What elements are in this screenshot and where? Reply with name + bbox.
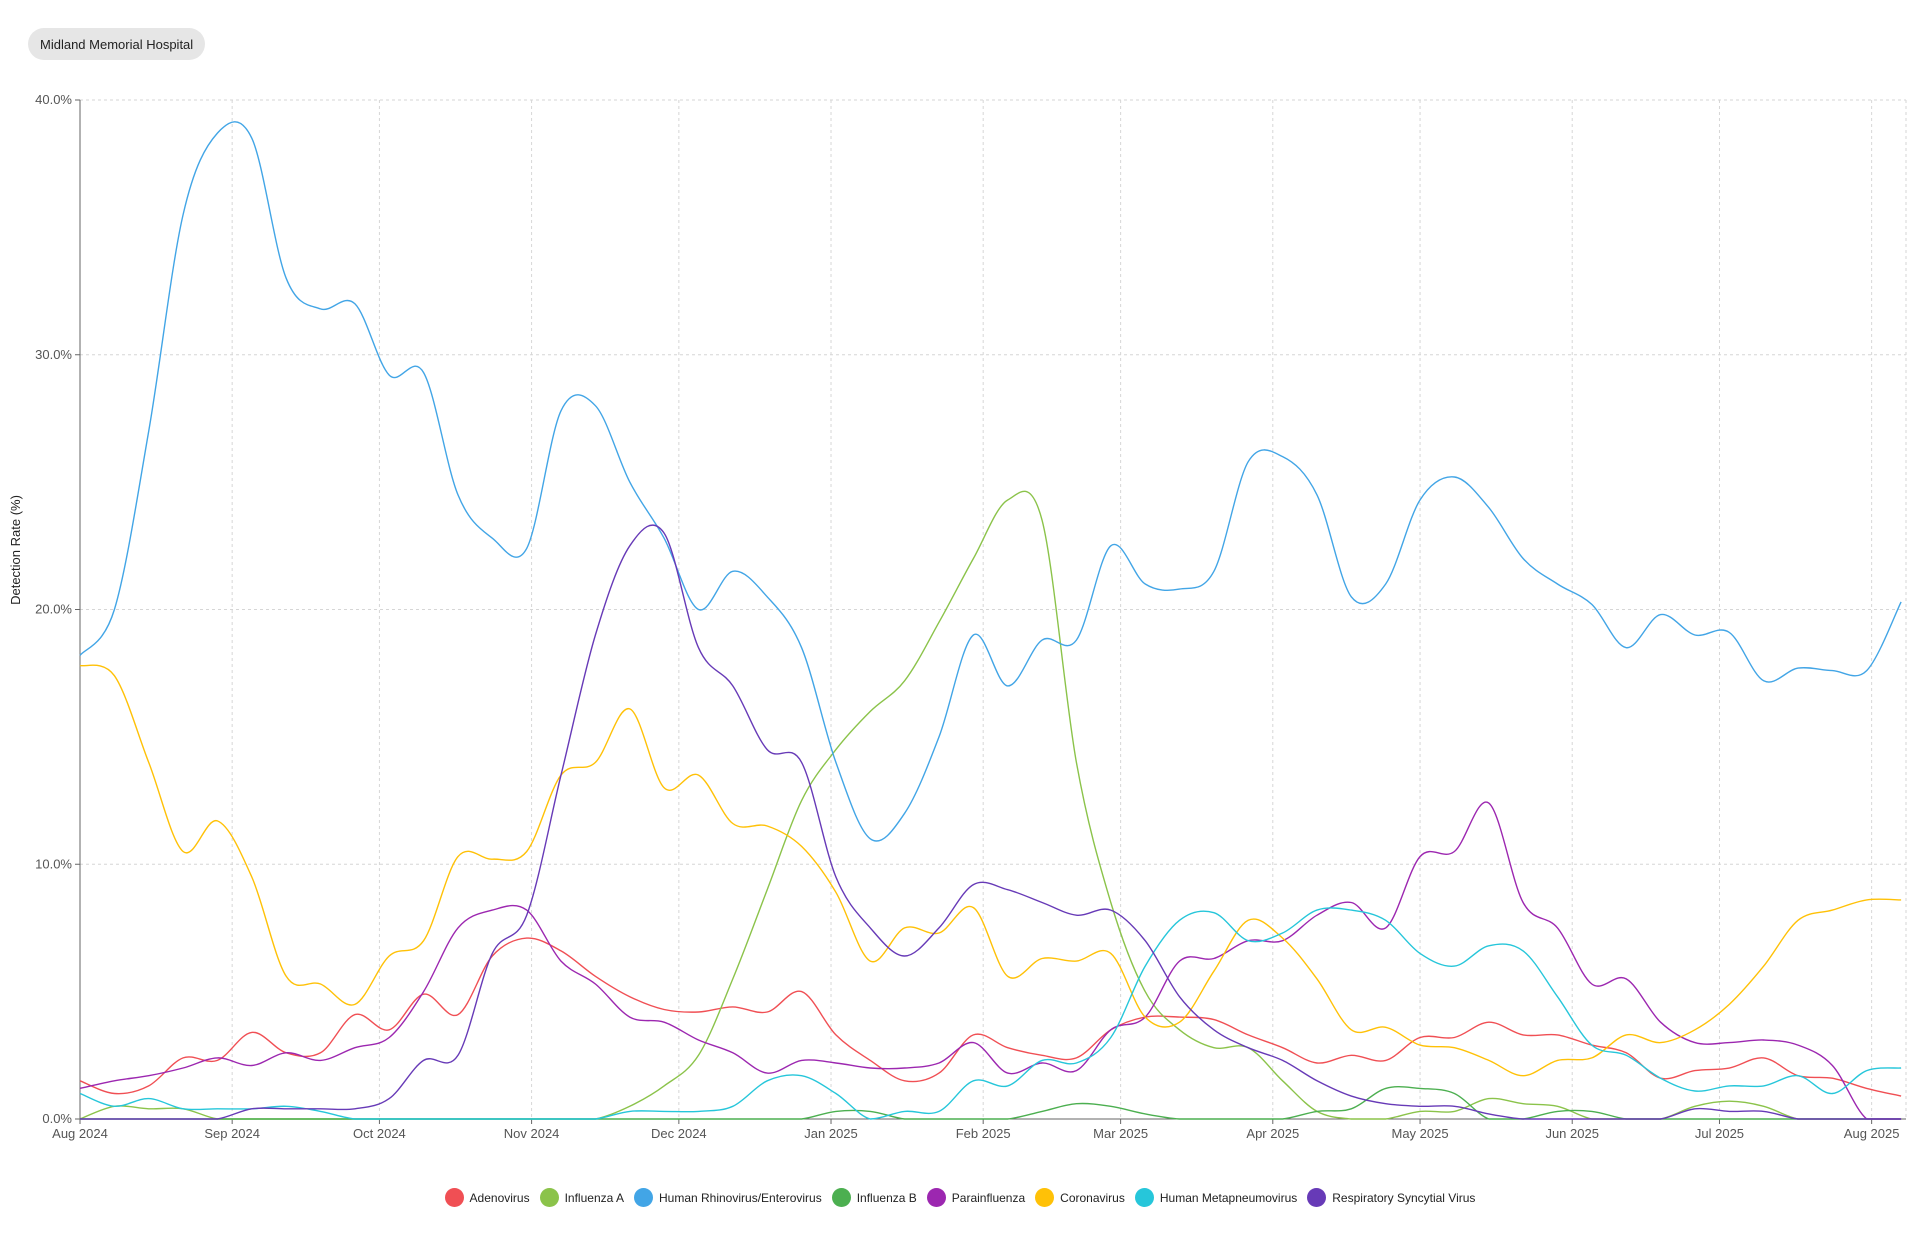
series-line-adenovirus: [79, 937, 1902, 1097]
y-tick-label: 0.0%: [42, 1111, 72, 1126]
y-tick-label: 10.0%: [35, 856, 72, 871]
legend-item[interactable]: Adenovirus: [444, 1188, 530, 1207]
legend-item[interactable]: Influenza B: [831, 1188, 917, 1207]
legend-item[interactable]: Parainfluenza: [926, 1188, 1026, 1207]
x-tick-label: Oct 2024: [353, 1126, 406, 1141]
legend-label: Respiratory Syncytial Virus: [1332, 1190, 1476, 1205]
legend-swatch: [1307, 1188, 1327, 1207]
x-tick-label: May 2025: [1392, 1126, 1449, 1141]
legend-label: Influenza B: [856, 1190, 917, 1205]
legend-label: Adenovirus: [469, 1190, 530, 1205]
chart-series: [79, 121, 1902, 1120]
x-tick-label: Apr 2025: [1246, 1126, 1299, 1141]
series-line-human-metapneumovirus: [79, 907, 1902, 1120]
y-axis-label: Detection Rate (%): [8, 495, 23, 605]
y-tick-label: 30.0%: [35, 347, 72, 362]
line-chart: 0.0% 10.0% 20.0% 30.0% 40.0% Aug 2024 Sep 2024…: [8, 92, 1907, 1141]
legend-swatch: [539, 1188, 559, 1207]
legend-item[interactable]: Coronavirus: [1035, 1188, 1125, 1207]
series-line-respiratory-syncytial-virus: [79, 524, 1902, 1120]
x-tick-label: Jul 2025: [1695, 1126, 1744, 1141]
series-line-influenza-b: [79, 1085, 1902, 1120]
legend-swatch: [831, 1188, 851, 1207]
legend-label: Human Rhinovirus/Enterovirus: [658, 1190, 822, 1205]
series-line-influenza-a: [79, 490, 1902, 1120]
x-tick-label: Nov 2024: [504, 1126, 560, 1141]
legend-item[interactable]: Human Metapneumovirus: [1134, 1188, 1298, 1207]
legend-swatch: [926, 1188, 946, 1207]
chart-grid: [79, 99, 1907, 1120]
legend-swatch: [444, 1188, 464, 1207]
legend-label: Influenza A: [564, 1190, 624, 1205]
series-line-coronavirus: [79, 664, 1902, 1077]
legend-item[interactable]: Human Rhinovirus/Enterovirus: [633, 1188, 822, 1207]
legend-swatch: [1035, 1188, 1055, 1207]
legend-swatch: [633, 1188, 653, 1207]
x-tick-label: Aug 2024: [52, 1126, 108, 1141]
legend-item[interactable]: Influenza A: [539, 1188, 624, 1207]
x-tick-label: Jun 2025: [1545, 1126, 1599, 1141]
x-tick-label: Mar 2025: [1093, 1126, 1148, 1141]
hospital-filter-chip[interactable]: Midland Memorial Hospital: [28, 28, 206, 60]
x-tick-label: Sep 2024: [204, 1126, 260, 1141]
x-tick-label: Jan 2025: [804, 1126, 858, 1141]
y-tick-label: 40.0%: [35, 92, 72, 107]
legend-label: Human Metapneumovirus: [1159, 1190, 1298, 1205]
chart-legend: Adenovirus Influenza A Human Rhinovirus/En…: [0, 1188, 1920, 1207]
legend-swatch: [1134, 1188, 1154, 1207]
x-tick-label: Dec 2024: [651, 1126, 707, 1141]
hospital-filter-label: Midland Memorial Hospital: [40, 36, 194, 52]
y-tick-label: 20.0%: [35, 602, 72, 617]
legend-label: Coronavirus: [1060, 1190, 1125, 1205]
series-line-parainfluenza: [79, 801, 1902, 1120]
legend-label: Parainfluenza: [951, 1190, 1026, 1205]
x-tick-label: Feb 2025: [956, 1126, 1011, 1141]
legend-item[interactable]: Respiratory Syncytial Virus: [1307, 1188, 1475, 1207]
series-line-human-rhinovirus-enterovirus: [79, 121, 1902, 842]
x-tick-label: Aug 2025: [1844, 1126, 1900, 1141]
